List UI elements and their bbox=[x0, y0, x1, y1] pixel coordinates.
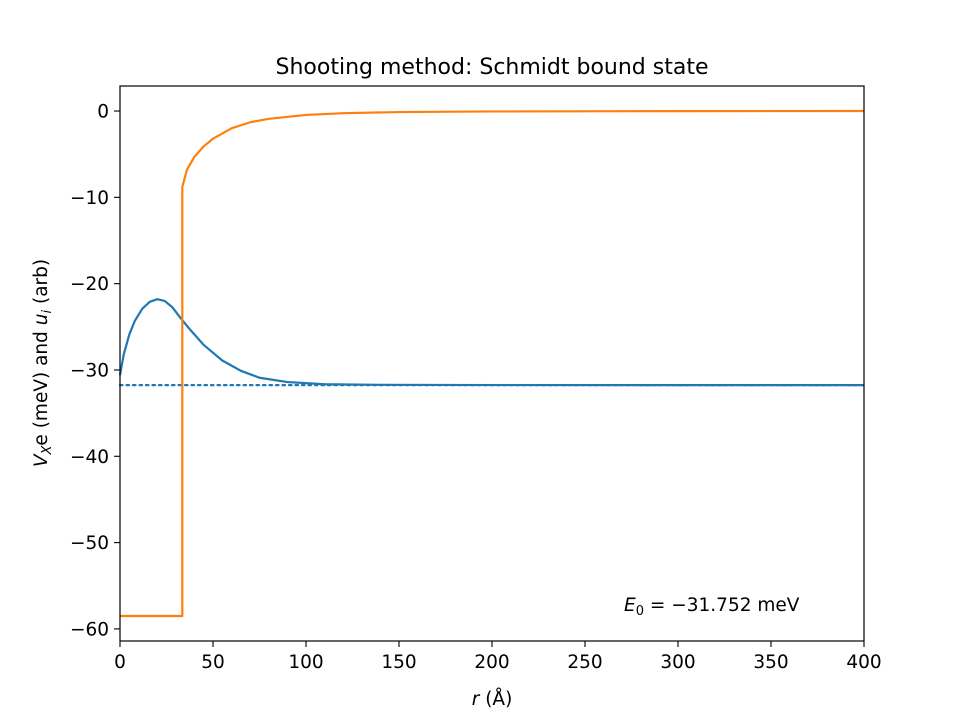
energy-annotation: E0 = −31.752 meV bbox=[624, 595, 800, 619]
series-line-1 bbox=[118, 298, 865, 387]
y-axis: 0 −10 −20 −30 −40 −50 −60 bbox=[70, 102, 120, 640]
y-tick-label: −60 bbox=[70, 619, 109, 640]
chart-title: Shooting method: Schmidt bound state bbox=[276, 55, 709, 80]
energy-annotation-value: = −31.752 meV bbox=[644, 595, 800, 616]
x-tick-label: 150 bbox=[381, 652, 416, 673]
y-tick-label: −20 bbox=[70, 274, 109, 295]
energy-annotation-sub: 0 bbox=[636, 604, 644, 619]
x-tick-label: 250 bbox=[567, 652, 602, 673]
x-axis-label: r (Å) bbox=[472, 688, 513, 710]
y-label-v-sub: X bbox=[40, 444, 55, 455]
plot-frame bbox=[119, 85, 865, 642]
y-tick-label: 0 bbox=[97, 102, 109, 123]
y-tick-label: −10 bbox=[70, 188, 109, 209]
x-tick-label: 400 bbox=[846, 652, 881, 673]
y-axis-label: VXe (meV) and ui (arb) bbox=[31, 259, 55, 467]
series-line-3 bbox=[120, 109, 865, 618]
x-tick-label: 100 bbox=[288, 652, 323, 673]
series-layer bbox=[118, 109, 866, 618]
x-tick-label: 350 bbox=[753, 652, 788, 673]
x-tick-label: 200 bbox=[474, 652, 509, 673]
energy-annotation-symbol: E bbox=[624, 595, 636, 616]
y-label-u: u bbox=[31, 314, 52, 326]
x-tick-label: 300 bbox=[660, 652, 695, 673]
y-tick-label: −30 bbox=[70, 360, 109, 381]
y-label-v: V bbox=[31, 453, 52, 467]
y-label-v-rest: e (meV) and bbox=[31, 325, 52, 445]
x-axis-label-unit: (Å) bbox=[479, 688, 512, 710]
y-label-u-sub: i bbox=[40, 310, 55, 314]
x-tick-label: 0 bbox=[114, 652, 126, 673]
x-axis: 0 50 100 150 200 250 300 350 400 bbox=[114, 641, 882, 673]
y-tick-label: −40 bbox=[70, 447, 109, 468]
x-tick-label: 50 bbox=[201, 652, 225, 673]
y-tick-label: −50 bbox=[70, 533, 109, 554]
x-axis-label-symbol: r bbox=[472, 689, 481, 710]
y-label-tail: (arb) bbox=[31, 259, 52, 310]
